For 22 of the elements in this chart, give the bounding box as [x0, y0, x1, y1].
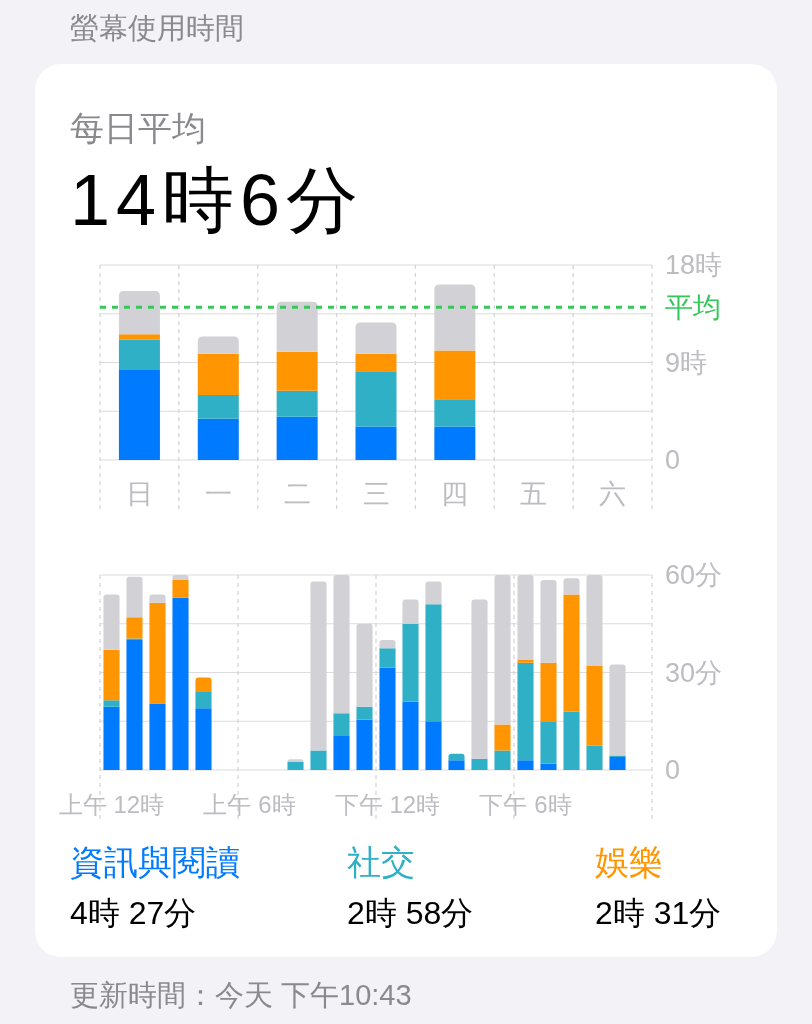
ytick: 0 — [665, 445, 681, 475]
xtick: 四 — [441, 479, 469, 509]
xtick: 二 — [283, 479, 311, 509]
headline: 14時6分 — [70, 160, 365, 240]
subtitle: 每日平均 — [70, 109, 206, 147]
xtick: 上午 6時 — [203, 790, 296, 818]
ytick: 18時 — [665, 250, 723, 280]
title: 螢幕使用時間 — [70, 12, 244, 44]
xtick: 三 — [362, 479, 390, 509]
xtick: 六 — [599, 479, 627, 509]
xtick: 五 — [520, 479, 548, 509]
ytick: 60分 — [665, 560, 723, 590]
ytick: 30分 — [665, 657, 723, 688]
footnote: 更新時間：今天 下午10:43 — [70, 979, 412, 1011]
ytick: 9時 — [665, 347, 708, 378]
ytick: 0 — [665, 755, 681, 785]
xtick: 下午 6時 — [479, 790, 572, 818]
xtick: 一 — [204, 479, 232, 509]
xtick: 上午 12時 — [58, 790, 165, 818]
xtick: 日 — [125, 479, 153, 509]
ref-label: 平均 — [665, 291, 721, 323]
xtick: 下午 12時 — [334, 790, 441, 818]
